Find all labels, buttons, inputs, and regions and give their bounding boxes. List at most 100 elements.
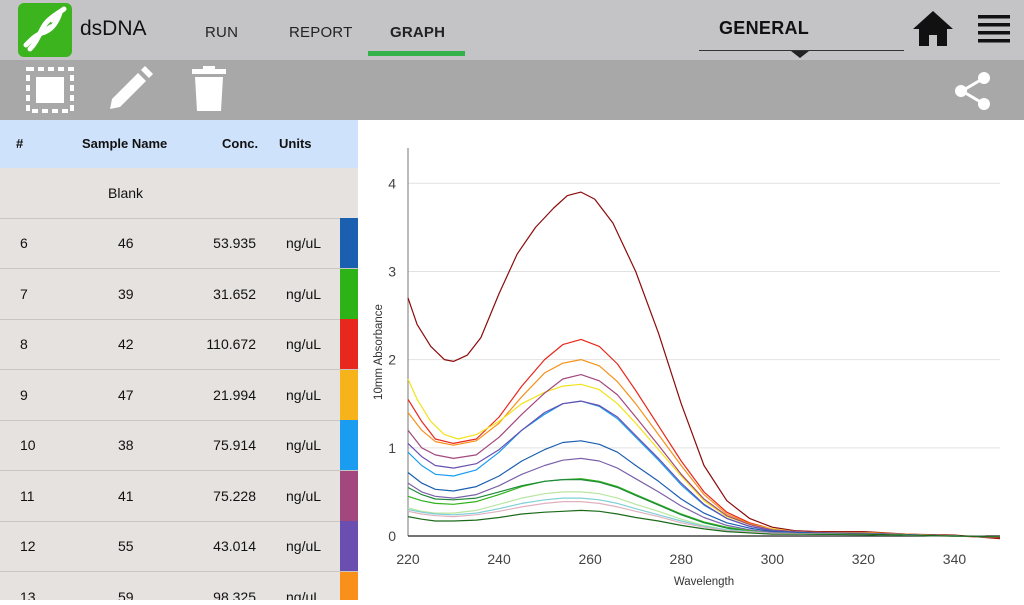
x-tick-label: 340: [943, 551, 967, 567]
table-row[interactable]: 12 55 43.014 ng/uL: [0, 521, 358, 572]
row-conc: 98.325: [213, 588, 256, 601]
series-line: [407, 400, 1001, 538]
row-conc: 110.672: [206, 336, 256, 352]
mode-dropdown-value: GENERAL: [719, 18, 810, 38]
absorbance-chart-svg: 0 1 2 3 4 220 240 260 280 300 320 340 Wavelength 10mm…: [373, 148, 1001, 588]
header-units: Units: [279, 136, 312, 151]
edit-button[interactable]: [104, 65, 154, 120]
row-number: 7: [20, 285, 28, 302]
x-tick-label: 320: [852, 551, 876, 567]
header-sample-name: Sample Name: [82, 136, 168, 151]
row-conc: 53.935: [213, 235, 256, 251]
dna-icon: [23, 6, 67, 52]
app-title: dsDNA: [80, 17, 147, 40]
series-line: [407, 400, 1001, 538]
row-number: 11: [20, 487, 35, 504]
row-number: 9: [20, 386, 28, 403]
row-sample-name: 55: [118, 538, 134, 554]
table-row[interactable]: 8 42 110.672 ng/uL: [0, 319, 358, 370]
share-button[interactable]: [952, 70, 994, 117]
table-row[interactable]: 11 41 75.228 ng/uL: [0, 470, 358, 522]
tab-graph[interactable]: GRAPH: [390, 24, 446, 41]
app-logo: [18, 3, 72, 57]
row-conc: 75.914: [213, 437, 256, 453]
chevron-down-icon: [791, 51, 809, 58]
series-color-swatch: [340, 369, 358, 420]
delete-button[interactable]: [188, 65, 230, 120]
row-number: 12: [20, 538, 36, 554]
sample-table: # Sample Name Conc. Units Blank 6 46 53.93…: [0, 120, 358, 600]
x-tick-label: 260: [578, 551, 602, 567]
row-units: ng/uL: [286, 285, 322, 302]
home-button[interactable]: [910, 8, 956, 55]
series-line: [407, 501, 1001, 538]
series-color-swatch: [340, 319, 358, 369]
series-line: [407, 509, 1001, 538]
series-color-swatch: [340, 521, 358, 571]
row-conc: 31.652: [213, 285, 256, 302]
select-all-icon: [26, 67, 74, 113]
series-line: [407, 191, 1001, 540]
row-sample-name: 39: [118, 285, 134, 302]
table-row[interactable]: 13 59 98.325 ng/uL: [0, 571, 358, 601]
row-sample-name: 59: [118, 588, 134, 601]
select-all-button[interactable]: [24, 65, 76, 120]
row-number: 10: [20, 437, 36, 453]
row-number: 6: [20, 235, 28, 251]
row-units: ng/uL: [286, 487, 322, 504]
header-conc: Conc.: [222, 136, 259, 151]
series-color-swatch: [340, 470, 358, 521]
row-sample-name: 46: [118, 235, 134, 251]
y-tick-label: 4: [388, 175, 396, 191]
row-units: ng/uL: [286, 538, 322, 554]
tab-report[interactable]: REPORT: [289, 24, 353, 41]
menu-button[interactable]: [976, 12, 1012, 51]
row-conc: 43.014: [213, 538, 256, 554]
x-tick-label: 300: [761, 551, 785, 567]
row-units: ng/uL: [286, 386, 322, 403]
row-units: ng/uL: [286, 336, 322, 352]
toolbar: [0, 60, 1024, 120]
series-color-swatch: [340, 420, 358, 470]
row-conc: 75.228: [213, 487, 256, 504]
delete-icon: [192, 66, 226, 111]
menu-icon: [978, 15, 1010, 43]
series-color-swatch: [340, 218, 358, 268]
series-line: [407, 478, 1001, 538]
edit-icon: [110, 66, 153, 109]
blank-row[interactable]: Blank: [0, 168, 358, 219]
y-tick-label: 2: [388, 352, 396, 368]
table-row[interactable]: 9 47 21.994 ng/uL: [0, 369, 358, 421]
row-units: ng/uL: [286, 588, 322, 601]
table-row[interactable]: 6 46 53.935 ng/uL: [0, 218, 358, 269]
x-tick-label: 220: [396, 551, 420, 567]
mode-dropdown[interactable]: GENERAL: [699, 0, 904, 60]
row-number: 8: [20, 336, 28, 352]
y-tick-label: 0: [388, 528, 396, 544]
header-number: #: [16, 136, 24, 151]
row-number: 13: [20, 588, 36, 601]
share-icon: [955, 72, 990, 110]
mode-dropdown-underline: [699, 50, 904, 51]
x-axis-label: Wavelength: [674, 576, 734, 588]
row-sample-name: 38: [118, 437, 134, 453]
x-tick-label: 280: [670, 551, 694, 567]
row-conc: 21.994: [213, 386, 256, 403]
row-sample-name: 41: [118, 487, 134, 504]
absorbance-chart: 0 1 2 3 4 220 240 260 280 300 320 340 Wavelength 10mm…: [358, 120, 1024, 600]
series-color-swatch: [340, 571, 358, 600]
table-header: # Sample Name Conc. Units: [0, 120, 358, 168]
table-row[interactable]: 10 38 75.914 ng/uL: [0, 420, 358, 471]
table-row[interactable]: 7 39 31.652 ng/uL: [0, 268, 358, 320]
y-axis-label: 10mm Absorbance: [373, 304, 385, 400]
tab-run[interactable]: RUN: [205, 24, 239, 41]
app-header: dsDNA RUN REPORT GRAPH GENERAL: [0, 0, 1024, 60]
y-tick-label: 1: [388, 440, 396, 456]
row-sample-name: 42: [118, 336, 134, 352]
active-tab-indicator: [368, 51, 465, 56]
x-tick-label: 240: [487, 551, 511, 567]
series-line: [407, 440, 1001, 538]
y-tick-label: 3: [388, 263, 396, 279]
row-units: ng/uL: [286, 235, 322, 251]
row-sample-name: 47: [118, 386, 134, 403]
